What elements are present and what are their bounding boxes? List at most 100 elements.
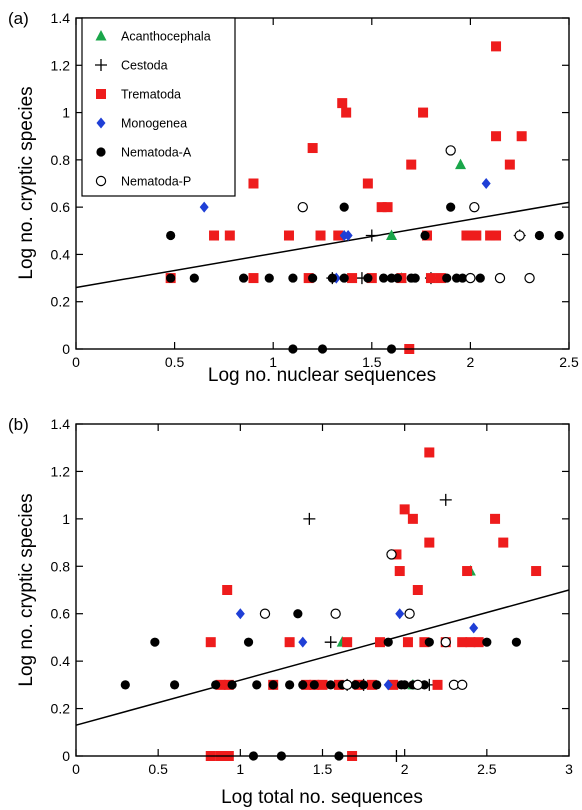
- nematoda-a-point: [308, 273, 318, 283]
- trematoda-point: [418, 107, 429, 118]
- cestoda-point: [365, 229, 378, 242]
- y-tick-label: 1.4: [51, 10, 71, 26]
- nematoda-a-point: [482, 637, 492, 647]
- trematoda-point: [399, 504, 410, 515]
- trematoda-point: [224, 230, 235, 241]
- nematoda-a-point: [424, 637, 434, 647]
- nematoda-a-point: [288, 273, 298, 283]
- nematoda-a-point: [309, 680, 319, 690]
- y-tick-label: 0.6: [51, 606, 71, 622]
- trematoda-point: [283, 230, 294, 241]
- x-tick-label: 1.5: [362, 354, 382, 370]
- nematoda-a-point: [227, 680, 237, 690]
- nematoda-a-point: [363, 273, 373, 283]
- x-tick-label: 1: [236, 761, 244, 777]
- trematoda-point: [402, 637, 413, 648]
- x-tick-label: 0: [72, 761, 80, 777]
- panel-b-x-axis-title: Log total no. sequences: [221, 787, 423, 808]
- y-tick-label: 0.2: [51, 294, 71, 310]
- trematoda-point: [407, 513, 418, 524]
- nematoda-a-point: [120, 680, 130, 690]
- nematoda-a-point: [446, 202, 456, 212]
- panel-a-regression-line: [75, 201, 570, 289]
- nematoda-a-point: [293, 609, 303, 619]
- trematoda-point: [465, 637, 476, 648]
- trematoda-point: [406, 159, 417, 170]
- x-tick-label: 0.5: [165, 354, 185, 370]
- trematoda-point: [425, 273, 436, 284]
- nematoda-a-point: [189, 273, 199, 283]
- trematoda-point: [215, 679, 226, 690]
- trematoda-point: [424, 447, 435, 458]
- y-tick-label: 0.6: [51, 199, 71, 215]
- trematoda-point: [307, 143, 318, 154]
- legend-cestoda-marker: [95, 59, 107, 71]
- x-tick-label: 2: [467, 354, 475, 370]
- nematoda-a-point: [475, 273, 485, 283]
- panel-b-label: (b): [8, 415, 29, 434]
- trematoda-point: [333, 230, 344, 241]
- nematoda-a-point: [211, 680, 221, 690]
- monogenea-point: [199, 201, 209, 213]
- nematoda-a-point: [442, 273, 452, 283]
- cestoda-point: [324, 636, 337, 649]
- legend-acanthocephala-label: Acanthocephala: [121, 30, 211, 44]
- y-tick-label: 1: [62, 105, 70, 121]
- nematoda-a-point: [392, 273, 403, 283]
- legend-nematoda-a-marker: [96, 147, 106, 157]
- nematoda-p-point: [456, 679, 468, 691]
- nematoda-p-point: [297, 201, 308, 213]
- trematoda-point: [337, 98, 348, 109]
- trematoda-point: [424, 537, 435, 548]
- panel-b-y-axis-title: Log no. cryptic species: [16, 493, 37, 686]
- nematoda-a-point: [420, 230, 430, 241]
- nematoda-a-point: [150, 637, 160, 647]
- y-tick-label: 0.4: [51, 246, 71, 262]
- y-tick-label: 0: [62, 748, 70, 764]
- monogenea-point: [395, 608, 405, 620]
- trematoda-point: [317, 679, 328, 690]
- nematoda-a-point: [339, 273, 349, 283]
- y-tick-label: 0.4: [51, 653, 71, 669]
- x-tick-label: 1.5: [313, 761, 333, 777]
- panel-b-points: [120, 447, 542, 762]
- trematoda-point: [465, 230, 476, 241]
- nematoda-a-point: [166, 273, 176, 283]
- trematoda-point: [498, 537, 509, 548]
- panel-a: (a) 0 0.5 1 1.5 2 2.5 0 0.2 0.4 0.6 0.8 1 1.2 1.4 Log…: [8, 9, 579, 386]
- nematoda-a-point: [457, 273, 468, 283]
- nematoda-a-point: [372, 680, 382, 690]
- monogenea-point: [469, 622, 479, 634]
- legend-trematoda-label: Trematoda: [121, 88, 181, 102]
- nematoda-p-point: [412, 679, 424, 691]
- trematoda-point: [471, 230, 482, 241]
- panel-b-ticks: 0 0.5 1 1.5 2 2.5 3 0 0.2 0.4 0.6 0.8 1 1.2 1.4: [51, 416, 574, 777]
- trematoda-point: [248, 178, 259, 189]
- trematoda-point: [491, 230, 502, 241]
- panel-a-points: [165, 41, 564, 354]
- x-tick-label: 0.5: [148, 761, 168, 777]
- nematoda-p-point: [259, 608, 271, 619]
- trematoda-point: [412, 585, 423, 595]
- nematoda-p-point: [469, 201, 480, 213]
- legend-frame: [81, 17, 236, 197]
- x-tick-label: 1: [269, 354, 277, 370]
- trematoda-point: [382, 202, 393, 213]
- y-tick-label: 0.8: [51, 558, 71, 574]
- monogenea-point: [481, 178, 491, 189]
- trematoda-point: [531, 566, 542, 577]
- nematoda-p-point: [404, 608, 415, 619]
- monogenea-point: [298, 636, 308, 648]
- regression-line: [75, 589, 570, 726]
- nematoda-a-point: [511, 637, 522, 647]
- nematoda-a-point: [264, 273, 274, 283]
- y-tick-label: 0.8: [51, 152, 71, 168]
- nematoda-a-point: [239, 273, 249, 283]
- nematoda-p-point: [341, 679, 353, 691]
- nematoda-p-point: [440, 636, 451, 648]
- legend-nematoda-a-label: Nematoda-A: [121, 146, 192, 160]
- legend-acanthocephala-marker: [95, 30, 107, 41]
- panel-a-y-axis-title: Log no. cryptic species: [16, 86, 37, 279]
- trematoda-point: [362, 178, 373, 189]
